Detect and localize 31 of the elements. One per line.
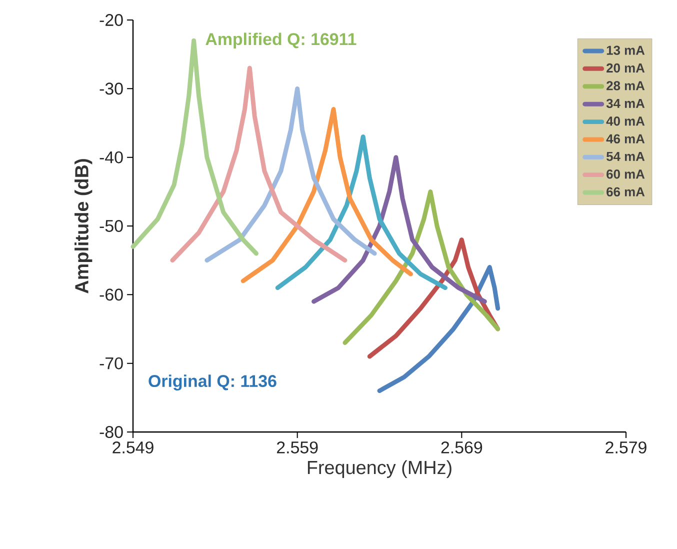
y-tick-label: -50	[100, 220, 123, 232]
line-series	[312, 155, 487, 304]
y-tick-label: -70	[100, 357, 123, 370]
legend-label: 60 mA	[606, 170, 645, 179]
legend-label: 66 mA	[606, 187, 645, 196]
annotation: Original Q: 1136	[148, 374, 276, 390]
y-axis-title: Amplitude (dB)	[74, 159, 92, 294]
y-tick-label: -80	[100, 426, 123, 438]
legend-label: 20 mA	[606, 63, 645, 73]
legend-label: 28 mA	[606, 81, 645, 90]
legend-label: 34 mA	[606, 98, 645, 108]
line-series	[377, 264, 500, 394]
x-tick-label: 2.579	[606, 441, 646, 454]
legend-label: 40 mA	[606, 116, 645, 126]
y-tick-label: -40	[100, 151, 123, 164]
y-tick-label: -60	[100, 288, 123, 301]
legend-label: 54 mA	[606, 152, 645, 161]
line-series	[170, 66, 348, 263]
line-series	[204, 86, 377, 263]
x-tick-label: 2.569	[441, 441, 482, 454]
legend-label: 13 mA	[606, 46, 645, 55]
legend-label: 46 mA	[606, 134, 645, 144]
y-tick-label: -30	[100, 82, 123, 95]
x-axis-title: Frequency (MHz)	[308, 460, 452, 478]
annotation: Amplified Q: 16911	[206, 32, 356, 48]
x-tick-label: 2.559	[277, 441, 318, 454]
y-tick-label: -20	[100, 14, 123, 26]
line-series	[275, 134, 448, 290]
line-series	[240, 107, 413, 284]
x-tick-label: 2.549	[112, 441, 154, 454]
line-series	[342, 189, 500, 345]
